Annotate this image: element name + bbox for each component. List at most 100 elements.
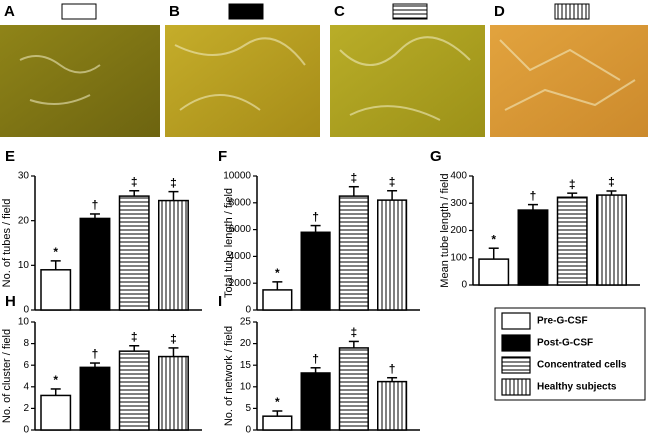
legend-swatch: [501, 312, 531, 330]
legend-label: Concentrated cells: [537, 360, 627, 371]
y-tick-label: 25: [240, 317, 252, 328]
y-tick-label: 2: [23, 403, 29, 414]
bar: [79, 217, 111, 311]
y-axis-label: Mean tube length / field: [439, 173, 451, 287]
bar: [158, 199, 189, 311]
micrograph: [330, 25, 485, 137]
panel-label: B: [169, 3, 180, 20]
y-axis-label: No. of network / field: [223, 326, 235, 426]
y-tick-label: 0: [245, 305, 251, 316]
bar: [596, 194, 627, 286]
y-tick-label: 10: [18, 317, 30, 328]
bar: [262, 289, 293, 311]
significance-mark: ‡: [170, 176, 177, 190]
significance-mark: *: [53, 245, 58, 259]
bar: [338, 195, 369, 311]
y-axis-label: No. of tubes / field: [1, 199, 13, 288]
y-axis-label: Total tube length / field: [223, 188, 235, 298]
significance-mark: †: [92, 347, 99, 361]
significance-mark: †: [312, 210, 319, 224]
bar: [118, 350, 150, 431]
y-tick-label: 0: [461, 280, 467, 291]
y-tick-label: 8000: [229, 197, 252, 208]
bar: [79, 366, 111, 431]
micrographs: [0, 25, 648, 137]
y-axis-label: No. of cluster / field: [1, 329, 13, 423]
significance-mark: ‡: [351, 171, 358, 185]
y-tick-label: 2000: [229, 278, 252, 289]
significance-mark: *: [491, 232, 496, 246]
micrograph: [490, 25, 648, 137]
y-tick-label: 300: [450, 198, 467, 209]
group-swatch: [392, 3, 428, 20]
significance-mark: †: [92, 198, 99, 212]
bar: [300, 231, 331, 311]
y-tick-label: 10000: [223, 171, 251, 182]
panel-label: H: [5, 293, 16, 310]
bar: [262, 415, 293, 431]
legend-swatch: [501, 356, 531, 374]
y-tick-label: 200: [450, 225, 467, 236]
bar: [478, 258, 510, 286]
bar: [338, 347, 369, 431]
panel-label: G: [430, 148, 442, 165]
bar: [517, 209, 549, 286]
significance-mark: †: [389, 362, 396, 376]
y-tick-label: 6000: [229, 224, 252, 235]
panel-label: A: [4, 3, 15, 20]
micrograph: [0, 25, 160, 137]
group-swatch: [61, 3, 97, 20]
panel-label: D: [494, 3, 505, 20]
significance-mark: ‡: [131, 330, 138, 344]
y-tick-label: 400: [450, 171, 467, 182]
significance-mark: †: [530, 189, 537, 203]
significance-mark: ‡: [608, 175, 615, 189]
bar: [40, 269, 72, 311]
y-tick-label: 20: [18, 215, 30, 226]
legend-label: Pre-G-CSF: [537, 316, 588, 327]
panel-label: E: [5, 148, 15, 165]
y-tick-label: 10: [240, 381, 252, 392]
bar: [556, 196, 588, 286]
significance-mark: ‡: [569, 177, 576, 191]
y-tick-label: 5: [245, 403, 251, 414]
y-tick-label: 4: [23, 381, 29, 392]
bar: [300, 372, 331, 431]
y-tick-label: 10: [18, 260, 30, 271]
y-tick-label: 0: [23, 305, 29, 316]
bar: [158, 355, 189, 431]
significance-mark: ‡: [351, 326, 358, 340]
y-tick-label: 4000: [229, 251, 252, 262]
legend-swatch: [501, 378, 531, 396]
panel-label: I: [218, 293, 222, 310]
significance-mark: *: [53, 373, 58, 387]
micrograph: [165, 25, 320, 137]
legend-label: Post-G-CSF: [537, 338, 593, 349]
y-tick-label: 8: [23, 338, 29, 349]
bar: [118, 195, 150, 311]
y-tick-label: 30: [18, 171, 30, 182]
y-tick-label: 0: [23, 425, 29, 436]
bar: [377, 199, 408, 311]
bar: [40, 394, 72, 431]
panel-label: F: [218, 148, 227, 165]
panel-label: C: [334, 3, 345, 20]
bar: [377, 380, 408, 431]
significance-mark: †: [312, 352, 319, 366]
tube-texture: [19, 36, 636, 121]
significance-mark: ‡: [131, 175, 138, 189]
y-tick-label: 15: [240, 360, 252, 371]
y-tick-label: 100: [450, 252, 467, 263]
group-swatch: [228, 3, 264, 20]
significance-mark: ‡: [170, 332, 177, 346]
group-swatch: [554, 3, 590, 20]
significance-mark: *: [275, 266, 280, 280]
legend-swatch: [501, 334, 531, 352]
y-tick-label: 6: [23, 360, 29, 371]
significance-mark: ‡: [389, 175, 396, 189]
y-tick-label: 20: [240, 338, 252, 349]
legend-label: Healthy subjects: [537, 382, 617, 393]
significance-mark: *: [275, 395, 280, 409]
y-tick-label: 0: [245, 425, 251, 436]
